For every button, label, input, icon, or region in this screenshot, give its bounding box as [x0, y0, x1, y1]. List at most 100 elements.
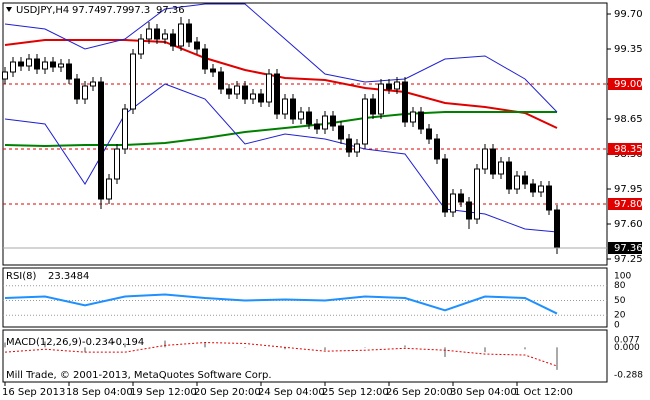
candle-body: [242, 85, 248, 100]
candle-body: [162, 33, 168, 40]
y-tick-label: 99.35: [614, 44, 643, 55]
macd-bar: [244, 347, 246, 348]
ohlc-value: 97.79: [100, 5, 129, 16]
candle-body: [218, 71, 224, 90]
candle-body: [418, 111, 424, 130]
candle-body: [90, 81, 96, 87]
candle-body: [26, 58, 32, 67]
candle-body: [74, 78, 80, 100]
candle-body: [402, 81, 408, 123]
candle-body: [266, 73, 272, 103]
candle-body: [250, 93, 256, 100]
rsi-tick-label: 0: [614, 321, 620, 331]
candle-body: [498, 161, 504, 175]
candle-body: [66, 63, 72, 80]
candle-body: [482, 148, 488, 170]
y-tick-label: 98.65: [614, 114, 643, 125]
ohlc-value: 97.3: [128, 5, 150, 16]
candle-body: [186, 23, 192, 43]
candle-body: [450, 193, 456, 213]
candle-body: [258, 93, 264, 103]
candle-body: [554, 209, 560, 249]
candle-body: [506, 161, 512, 190]
macd-bar: [484, 347, 486, 353]
candle-body: [50, 61, 56, 68]
macd-bar: [524, 347, 526, 350]
candle-body: [138, 38, 144, 55]
x-tick-label: 30 Sep 04:00: [450, 387, 517, 398]
macd-bar: [556, 347, 558, 370]
macd-signal: [4, 342, 558, 367]
candle-body: [98, 81, 104, 200]
macd-bar: [284, 347, 286, 350]
candle-body: [146, 28, 152, 40]
candle-body: [354, 143, 360, 153]
candle-body: [282, 98, 288, 115]
candle-body: [34, 58, 40, 70]
level-label: 99.00: [614, 79, 643, 90]
rsi-line: [4, 293, 558, 315]
macd-bar: [364, 347, 366, 348]
candle-body: [514, 175, 520, 190]
rsi-tick-label: 20: [614, 311, 626, 321]
rsi-tick-label: 100: [614, 271, 631, 281]
candle-body: [178, 23, 184, 47]
overlay-line: [4, 39, 558, 129]
chart-title: USDJPY,H4: [16, 5, 69, 16]
candle-body: [522, 175, 528, 185]
macd-bar: [4, 342, 6, 348]
level-label: 98.35: [614, 144, 643, 155]
x-tick-label: 19 Sep 12:00: [130, 387, 197, 398]
rsi-tick-label: 50: [614, 296, 626, 306]
macd-panel: [2, 329, 608, 383]
candle-body: [394, 81, 400, 90]
y-tick-label: 97.95: [614, 184, 643, 195]
macd-bar: [84, 347, 86, 353]
level-label-bg: [608, 198, 642, 210]
macd-bar: [164, 340, 166, 348]
main-panel: [2, 2, 608, 266]
candle-body: [290, 98, 296, 120]
candle-body: [226, 88, 232, 95]
x-tick-label: 1 Oct 12:00: [514, 387, 573, 398]
candle-body: [106, 178, 112, 200]
macd-bar: [404, 345, 406, 348]
macd-bar: [444, 347, 446, 357]
y-tick-label: 97.25: [614, 254, 643, 265]
macd-bar: [44, 341, 46, 348]
candle-body: [42, 61, 48, 70]
ohlc-value: 97.74: [72, 5, 101, 16]
x-tick-label: 16 Sep 2013: [2, 387, 65, 398]
candle-body: [298, 111, 304, 120]
candle-body: [2, 71, 8, 80]
candle-body: [330, 115, 336, 127]
candle-body: [130, 53, 136, 110]
candle-body: [202, 48, 208, 70]
overlay-line: [4, 3, 558, 113]
level-label-bg: [608, 78, 642, 90]
candle-body: [530, 183, 536, 193]
level-label: 97.80: [614, 199, 643, 210]
macd-bar: [324, 347, 326, 351]
macd-tick-label: 0.077: [614, 335, 640, 345]
x-tick-label: 26 Sep 20:00: [386, 387, 453, 398]
candle-body: [82, 85, 88, 100]
candle-body: [58, 63, 64, 68]
candle-body: [370, 98, 376, 115]
candle-body: [234, 85, 240, 95]
candle-body: [122, 108, 128, 150]
candle-body: [10, 61, 16, 73]
macd-signal-value: -0.194: [112, 337, 144, 348]
candle-body: [434, 138, 440, 160]
candle-body: [426, 128, 432, 140]
candle-body: [322, 115, 328, 130]
rsi-value: 23.3484: [48, 271, 89, 282]
price-label-bg: [608, 242, 642, 254]
y-tick-label: 99.70: [614, 9, 643, 20]
candle-body: [314, 123, 320, 130]
candle-body: [538, 185, 544, 193]
footer: Mill Trade, © 2001-2013, MetaQuotes Soft…: [6, 370, 272, 381]
x-tick-label: 20 Sep 20:00: [194, 387, 261, 398]
